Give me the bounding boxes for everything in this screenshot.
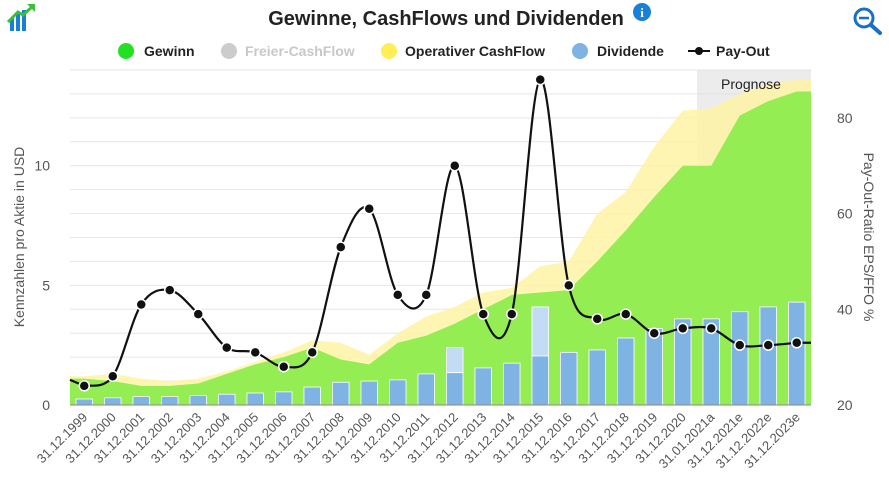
dividend-bar [332,381,350,406]
dividend-bar [474,367,492,406]
zoom-icon[interactable] [853,7,882,35]
payout-point [563,279,575,292]
payout-line [69,73,811,392]
payout-point [705,322,717,335]
payout-point [734,339,746,351]
legend-item-freier-cashflow[interactable]: Freier-CashFlow [221,43,355,59]
dividend-bar-extra [531,306,549,357]
dividend-bar-extra [446,347,464,374]
payout-point [791,337,803,349]
axes: 05102040608031.12.199931.12.200031.12.20… [34,110,853,471]
y2-tick-label: 60 [837,206,853,222]
dividend-bar [617,337,635,406]
dividend-bar [218,393,236,406]
gewinn-area [70,91,811,406]
payout-point [506,308,518,320]
payout-point [221,341,233,354]
chart-title: Gewinne, CashFlows und Dividenden [268,8,624,30]
dividend-bar [446,372,464,406]
dividend-bar [731,311,749,406]
area-series [70,79,811,406]
payout-point [392,289,404,301]
payout-point [677,322,689,335]
dividend-bar [360,380,378,406]
legend-item-operativer-cashflow[interactable]: Operativer CashFlow [381,43,545,59]
dividend-bar [417,373,435,406]
dividend-bar [645,328,663,406]
dividend-bar [189,395,207,406]
payout-point [278,360,290,373]
svg-text:i: i [640,5,644,20]
payout-point [534,73,546,86]
legend: Gewinn Freier-CashFlow Operativer CashFl… [118,43,770,59]
payout-point [135,298,147,311]
dividend-bar [246,392,264,406]
legend-label-dividende: Dividende [597,43,664,59]
payout-point [477,308,489,320]
y2-tick-label: 80 [837,110,853,126]
payout-point [335,241,347,253]
legend-item-pay-out[interactable]: Pay-Out [688,43,770,59]
y2-axis-title: Pay-Out-Ratio EPS/FFO % [861,153,877,322]
y-axis-title: Kennzahlen pro Aktie in USD [11,147,27,328]
payout-point [762,339,774,351]
trend-chart-icon[interactable] [6,4,35,31]
dividend-bar [389,379,407,406]
dividend-bar [303,386,321,406]
y-tick-label: 10 [34,158,50,174]
legend-item-gewinn[interactable]: Gewinn [118,43,195,59]
dividend-bar [560,351,578,406]
info-icon[interactable]: i [633,3,651,21]
dividend-bar [161,396,179,406]
dividend-bar [132,396,150,406]
payout-point [164,284,176,296]
payout-point [648,327,660,339]
payout-point [306,346,318,359]
payout-point [420,289,432,301]
payout-point [620,308,632,320]
payout-point [249,346,261,359]
y2-tick-label: 40 [837,301,853,317]
legend-label-freier-cashflow: Freier-CashFlow [245,43,355,59]
dividend-bars [75,301,806,406]
y-tick-label: 5 [42,277,50,293]
dividend-bar [531,355,549,406]
payout-point [591,313,603,325]
dividend-bar [503,362,521,406]
payout-point [78,380,90,392]
payout-point [363,203,375,215]
y-tick-label: 0 [42,397,50,413]
forecast-label: Prognose [721,76,781,92]
payout-point [192,308,204,320]
dividend-bar [588,349,606,406]
dividend-bar [275,391,293,406]
dividend-bar [75,398,93,406]
legend-label-operativer-cashflow: Operativer CashFlow [405,43,545,59]
payout-point [107,370,119,383]
legend-label-pay-out: Pay-Out [716,43,770,59]
dividend-bar [759,306,777,406]
y2-tick-label: 20 [837,397,853,413]
dividend-bar [788,301,806,406]
dividend-bar [104,397,122,406]
payout-point [449,159,461,172]
legend-item-dividende[interactable]: Dividende [572,43,664,59]
legend-label-gewinn: Gewinn [144,43,195,59]
